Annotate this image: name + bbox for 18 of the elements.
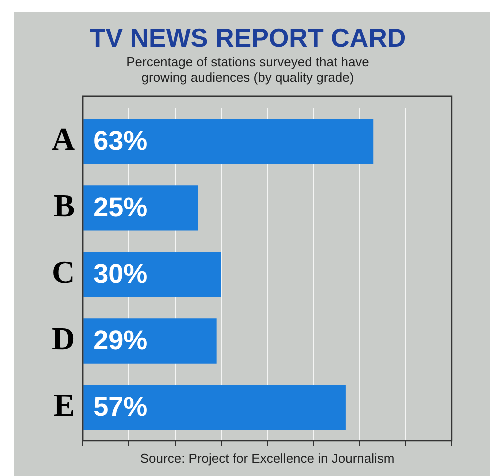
chart-title: TV NEWS REPORT CARD bbox=[90, 22, 406, 53]
y-tick-label: C bbox=[52, 254, 76, 290]
data-label: 30% bbox=[94, 259, 148, 290]
data-label: 25% bbox=[94, 192, 148, 223]
bar bbox=[84, 385, 346, 430]
bar bbox=[84, 186, 198, 231]
y-tick-label: B bbox=[54, 187, 76, 224]
y-tick-label: A bbox=[52, 120, 76, 157]
bar bbox=[84, 318, 217, 364]
bar bbox=[84, 119, 374, 164]
source-note: Source: Project for Excellence in Journalism bbox=[140, 451, 395, 466]
y-tick-label: E bbox=[54, 387, 76, 424]
data-label: 29% bbox=[94, 326, 148, 356]
bar bbox=[84, 252, 222, 298]
data-label: 63% bbox=[94, 126, 148, 156]
y-tick-label: D bbox=[52, 320, 76, 356]
data-label: 57% bbox=[94, 392, 148, 422]
chart-subtitle: Percentage of stations surveyed that have growing audiences (by quality grade) bbox=[126, 54, 370, 86]
